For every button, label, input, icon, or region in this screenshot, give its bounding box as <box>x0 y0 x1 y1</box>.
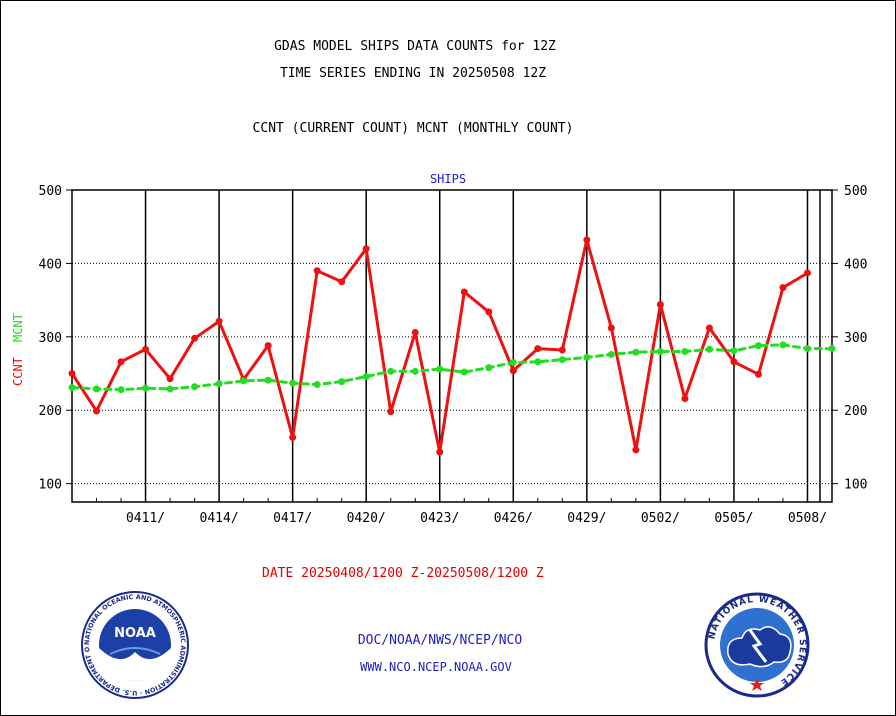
noaa-logo-text: NOAA <box>114 626 156 641</box>
mcnt-point <box>828 345 836 353</box>
ccnt-point <box>215 317 223 325</box>
ccnt-point <box>583 236 591 244</box>
series-legend-note: CCNT (CURRENT COUNT) MCNT (MONTHLY COUNT… <box>252 121 574 136</box>
x-tick-label: 0429/ <box>567 511 606 526</box>
x-tick-label: 0411/ <box>126 511 165 526</box>
y-tick-label-left: 300 <box>39 331 62 346</box>
chart-subtitle: TIME SERIES ENDING IN 20250508 12Z <box>279 66 547 81</box>
mcnt-point <box>68 383 76 391</box>
x-tick-label: 0417/ <box>273 511 312 526</box>
ccnt-point <box>289 433 297 441</box>
ccnt-point <box>387 408 395 416</box>
ccnt-point <box>656 301 664 309</box>
ccnt-point <box>730 358 738 366</box>
mcnt-point <box>681 348 689 356</box>
x-tick-label: 0414/ <box>200 511 239 526</box>
mcnt-point <box>534 358 542 366</box>
x-tick-label: 0502/ <box>641 511 680 526</box>
x-tick-label: 0426/ <box>494 511 533 526</box>
mcnt-point <box>313 381 321 389</box>
mcnt-point <box>803 345 811 353</box>
ccnt-point <box>142 345 150 353</box>
ccnt-point <box>411 328 419 336</box>
mcnt-point <box>632 348 640 356</box>
ccnt-point <box>803 269 811 277</box>
y-tick-label-right: 500 <box>844 184 867 199</box>
x-tick-label: 0420/ <box>347 511 386 526</box>
mcnt-point <box>558 356 566 364</box>
chart-title: GDAS MODEL SHIPS DATA COUNTS for 12Z <box>274 39 556 54</box>
y-tick-label-right: 200 <box>844 404 867 419</box>
ccnt-point <box>485 308 493 316</box>
y-tick-label-left: 400 <box>39 257 62 272</box>
ccnt-point <box>558 346 566 354</box>
mcnt-point <box>338 378 346 386</box>
mcnt-point <box>142 384 150 392</box>
x-tick-label: 0423/ <box>420 511 459 526</box>
ccnt-point <box>362 245 370 253</box>
mcnt-point <box>607 350 615 358</box>
ccnt-point <box>93 407 101 415</box>
mcnt-point <box>779 341 787 349</box>
plot-frame <box>71 189 833 503</box>
y-tick-label-left: 200 <box>39 404 62 419</box>
y-tick-label-left: 500 <box>39 184 62 199</box>
mcnt-point <box>509 359 517 367</box>
mcnt-point <box>705 345 713 353</box>
mcnt-point <box>240 377 248 385</box>
ccnt-point <box>681 394 689 402</box>
ccnt-point <box>68 370 76 378</box>
series-line-mcnt <box>70 343 834 392</box>
mcnt-point <box>264 376 272 384</box>
noaa-logo: NATIONAL OCEANIC AND ATMOSPHERIC ADMINIS… <box>80 590 189 699</box>
mcnt-point <box>166 385 174 393</box>
mcnt-point <box>460 368 468 376</box>
panel-label: SHIPS <box>429 172 467 186</box>
ccnt-point <box>705 324 713 332</box>
x-tick-label: 0505/ <box>714 511 753 526</box>
ccnt-point <box>166 375 174 383</box>
mcnt-point <box>656 348 664 356</box>
mcnt-point <box>191 383 199 391</box>
ccnt-point <box>632 446 640 454</box>
website-link[interactable]: WWW.NCO.NCEP.NOAA.GOV <box>360 660 512 674</box>
mcnt-point <box>93 385 101 393</box>
ccnt-point <box>607 324 615 332</box>
ccnt-point <box>117 358 125 366</box>
mcnt-point <box>362 372 370 380</box>
mcnt-point <box>289 379 297 387</box>
credit-line: DOC/NOAA/NWS/NCEP/NCO <box>357 633 523 648</box>
ccnt-point <box>338 278 346 286</box>
mcnt-point <box>485 364 493 372</box>
mcnt-point <box>117 386 125 394</box>
mcnt-point <box>730 347 738 355</box>
x-tick-label: 0508/ <box>788 511 827 526</box>
ccnt-point <box>509 367 517 375</box>
ccnt-point <box>436 448 444 456</box>
ccnt-point <box>191 334 199 342</box>
y-tick-label-left: 100 <box>39 478 62 493</box>
ccnt-point <box>313 267 321 275</box>
mcnt-point <box>754 342 762 350</box>
y-tick-label-right: 300 <box>844 331 867 346</box>
date-range: DATE 20250408/1200 Z-20250508/1200 Z <box>262 566 544 581</box>
y-tick-label-right: 400 <box>844 257 867 272</box>
mcnt-point <box>411 367 419 375</box>
ccnt-point <box>264 342 272 350</box>
mcnt-point <box>215 380 223 388</box>
mcnt-point <box>583 353 591 361</box>
mcnt-point <box>387 367 395 375</box>
ccnt-point <box>534 345 542 353</box>
nws-logo: NATIONAL WEATHER SERVICE <box>704 592 810 698</box>
ccnt-point <box>754 370 762 378</box>
ccnt-point <box>779 284 787 292</box>
y-tick-label-right: 100 <box>844 478 867 493</box>
mcnt-point <box>436 365 444 373</box>
ccnt-point <box>460 288 468 296</box>
